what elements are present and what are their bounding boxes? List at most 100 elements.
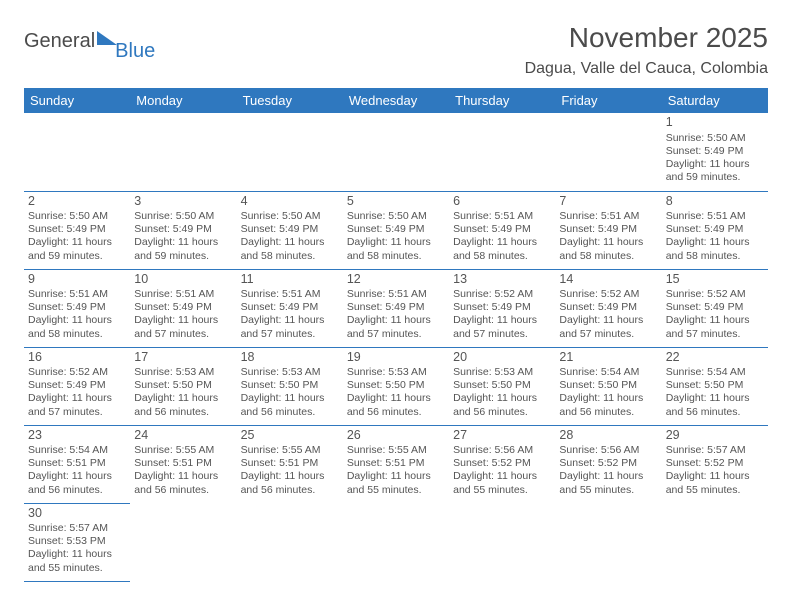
calendar-cell xyxy=(130,113,236,191)
sunrise-text: Sunrise: 5:51 AM xyxy=(453,210,551,223)
calendar-cell xyxy=(24,113,130,191)
daylight-text: Daylight: 11 hours and 56 minutes. xyxy=(559,392,657,418)
daylight-text: Daylight: 11 hours and 59 minutes. xyxy=(666,158,764,184)
sunset-text: Sunset: 5:49 PM xyxy=(453,223,551,236)
sunrise-text: Sunrise: 5:51 AM xyxy=(666,210,764,223)
dow-saturday: Saturday xyxy=(662,88,768,113)
daylight-text: Daylight: 11 hours and 55 minutes. xyxy=(453,470,551,496)
calendar-cell: 27Sunrise: 5:56 AMSunset: 5:52 PMDayligh… xyxy=(449,425,555,503)
calendar-cell: 24Sunrise: 5:55 AMSunset: 5:51 PMDayligh… xyxy=(130,425,236,503)
sunset-text: Sunset: 5:51 PM xyxy=(347,457,445,470)
sunset-text: Sunset: 5:49 PM xyxy=(453,301,551,314)
sunrise-text: Sunrise: 5:57 AM xyxy=(28,522,126,535)
calendar-cell xyxy=(449,503,555,581)
day-number: 14 xyxy=(559,272,657,288)
daylight-text: Daylight: 11 hours and 55 minutes. xyxy=(666,470,764,496)
calendar-cell: 11Sunrise: 5:51 AMSunset: 5:49 PMDayligh… xyxy=(237,269,343,347)
calendar-cell: 17Sunrise: 5:53 AMSunset: 5:50 PMDayligh… xyxy=(130,347,236,425)
sunrise-text: Sunrise: 5:50 AM xyxy=(134,210,232,223)
daylight-text: Daylight: 11 hours and 58 minutes. xyxy=(28,314,126,340)
sunrise-text: Sunrise: 5:51 AM xyxy=(241,288,339,301)
sunset-text: Sunset: 5:50 PM xyxy=(666,379,764,392)
daylight-text: Daylight: 11 hours and 55 minutes. xyxy=(28,548,126,574)
daylight-text: Daylight: 11 hours and 56 minutes. xyxy=(453,392,551,418)
calendar-cell: 6Sunrise: 5:51 AMSunset: 5:49 PMDaylight… xyxy=(449,191,555,269)
logo: General Blue xyxy=(24,22,155,53)
sunrise-text: Sunrise: 5:53 AM xyxy=(453,366,551,379)
day-number: 17 xyxy=(134,350,232,366)
sunset-text: Sunset: 5:49 PM xyxy=(28,301,126,314)
daylight-text: Daylight: 11 hours and 55 minutes. xyxy=(347,470,445,496)
calendar-cell: 16Sunrise: 5:52 AMSunset: 5:49 PMDayligh… xyxy=(24,347,130,425)
sunrise-text: Sunrise: 5:55 AM xyxy=(347,444,445,457)
calendar-cell: 3Sunrise: 5:50 AMSunset: 5:49 PMDaylight… xyxy=(130,191,236,269)
sunrise-text: Sunrise: 5:52 AM xyxy=(666,288,764,301)
sunrise-text: Sunrise: 5:54 AM xyxy=(666,366,764,379)
sunset-text: Sunset: 5:51 PM xyxy=(241,457,339,470)
calendar-cell: 20Sunrise: 5:53 AMSunset: 5:50 PMDayligh… xyxy=(449,347,555,425)
calendar-row: 23Sunrise: 5:54 AMSunset: 5:51 PMDayligh… xyxy=(24,425,768,503)
calendar-row: 1Sunrise: 5:50 AMSunset: 5:49 PMDaylight… xyxy=(24,113,768,191)
calendar-cell xyxy=(130,503,236,581)
day-number: 6 xyxy=(453,194,551,210)
calendar-cell: 15Sunrise: 5:52 AMSunset: 5:49 PMDayligh… xyxy=(662,269,768,347)
calendar-cell: 13Sunrise: 5:52 AMSunset: 5:49 PMDayligh… xyxy=(449,269,555,347)
daylight-text: Daylight: 11 hours and 58 minutes. xyxy=(666,236,764,262)
calendar-header-row: Sunday Monday Tuesday Wednesday Thursday… xyxy=(24,88,768,113)
daylight-text: Daylight: 11 hours and 57 minutes. xyxy=(347,314,445,340)
calendar-cell: 5Sunrise: 5:50 AMSunset: 5:49 PMDaylight… xyxy=(343,191,449,269)
day-number: 8 xyxy=(666,194,764,210)
daylight-text: Daylight: 11 hours and 56 minutes. xyxy=(241,392,339,418)
daylight-text: Daylight: 11 hours and 56 minutes. xyxy=(134,470,232,496)
sunrise-text: Sunrise: 5:51 AM xyxy=(347,288,445,301)
sunset-text: Sunset: 5:50 PM xyxy=(453,379,551,392)
day-number: 19 xyxy=(347,350,445,366)
daylight-text: Daylight: 11 hours and 55 minutes. xyxy=(559,470,657,496)
calendar-cell xyxy=(555,113,661,191)
sunset-text: Sunset: 5:49 PM xyxy=(134,223,232,236)
day-number: 22 xyxy=(666,350,764,366)
daylight-text: Daylight: 11 hours and 57 minutes. xyxy=(134,314,232,340)
calendar-cell xyxy=(343,113,449,191)
day-number: 27 xyxy=(453,428,551,444)
sunset-text: Sunset: 5:50 PM xyxy=(241,379,339,392)
calendar-cell: 2Sunrise: 5:50 AMSunset: 5:49 PMDaylight… xyxy=(24,191,130,269)
day-number: 25 xyxy=(241,428,339,444)
sunset-text: Sunset: 5:49 PM xyxy=(666,301,764,314)
calendar-cell: 23Sunrise: 5:54 AMSunset: 5:51 PMDayligh… xyxy=(24,425,130,503)
calendar-body: 1Sunrise: 5:50 AMSunset: 5:49 PMDaylight… xyxy=(24,113,768,581)
day-number: 7 xyxy=(559,194,657,210)
daylight-text: Daylight: 11 hours and 56 minutes. xyxy=(134,392,232,418)
day-number: 23 xyxy=(28,428,126,444)
calendar-cell: 29Sunrise: 5:57 AMSunset: 5:52 PMDayligh… xyxy=(662,425,768,503)
daylight-text: Daylight: 11 hours and 56 minutes. xyxy=(666,392,764,418)
daylight-text: Daylight: 11 hours and 57 minutes. xyxy=(453,314,551,340)
daylight-text: Daylight: 11 hours and 57 minutes. xyxy=(559,314,657,340)
dow-wednesday: Wednesday xyxy=(343,88,449,113)
sunset-text: Sunset: 5:49 PM xyxy=(666,145,764,158)
sunrise-text: Sunrise: 5:51 AM xyxy=(134,288,232,301)
sunrise-text: Sunrise: 5:55 AM xyxy=(134,444,232,457)
calendar-cell: 9Sunrise: 5:51 AMSunset: 5:49 PMDaylight… xyxy=(24,269,130,347)
logo-text-blue: Blue xyxy=(115,40,155,63)
calendar-cell: 22Sunrise: 5:54 AMSunset: 5:50 PMDayligh… xyxy=(662,347,768,425)
calendar-cell: 25Sunrise: 5:55 AMSunset: 5:51 PMDayligh… xyxy=(237,425,343,503)
title-month: November 2025 xyxy=(525,22,768,54)
calendar-cell: 7Sunrise: 5:51 AMSunset: 5:49 PMDaylight… xyxy=(555,191,661,269)
calendar-row: 2Sunrise: 5:50 AMSunset: 5:49 PMDaylight… xyxy=(24,191,768,269)
calendar-cell: 14Sunrise: 5:52 AMSunset: 5:49 PMDayligh… xyxy=(555,269,661,347)
sunrise-text: Sunrise: 5:53 AM xyxy=(134,366,232,379)
sunrise-text: Sunrise: 5:50 AM xyxy=(241,210,339,223)
sunset-text: Sunset: 5:49 PM xyxy=(666,223,764,236)
calendar-table: Sunday Monday Tuesday Wednesday Thursday… xyxy=(24,88,768,582)
sunrise-text: Sunrise: 5:53 AM xyxy=(347,366,445,379)
logo-flag-icon xyxy=(97,31,117,45)
day-number: 24 xyxy=(134,428,232,444)
calendar-cell xyxy=(662,503,768,581)
sunset-text: Sunset: 5:49 PM xyxy=(347,301,445,314)
daylight-text: Daylight: 11 hours and 58 minutes. xyxy=(347,236,445,262)
calendar-cell: 28Sunrise: 5:56 AMSunset: 5:52 PMDayligh… xyxy=(555,425,661,503)
sunset-text: Sunset: 5:49 PM xyxy=(241,223,339,236)
daylight-text: Daylight: 11 hours and 57 minutes. xyxy=(666,314,764,340)
day-number: 21 xyxy=(559,350,657,366)
